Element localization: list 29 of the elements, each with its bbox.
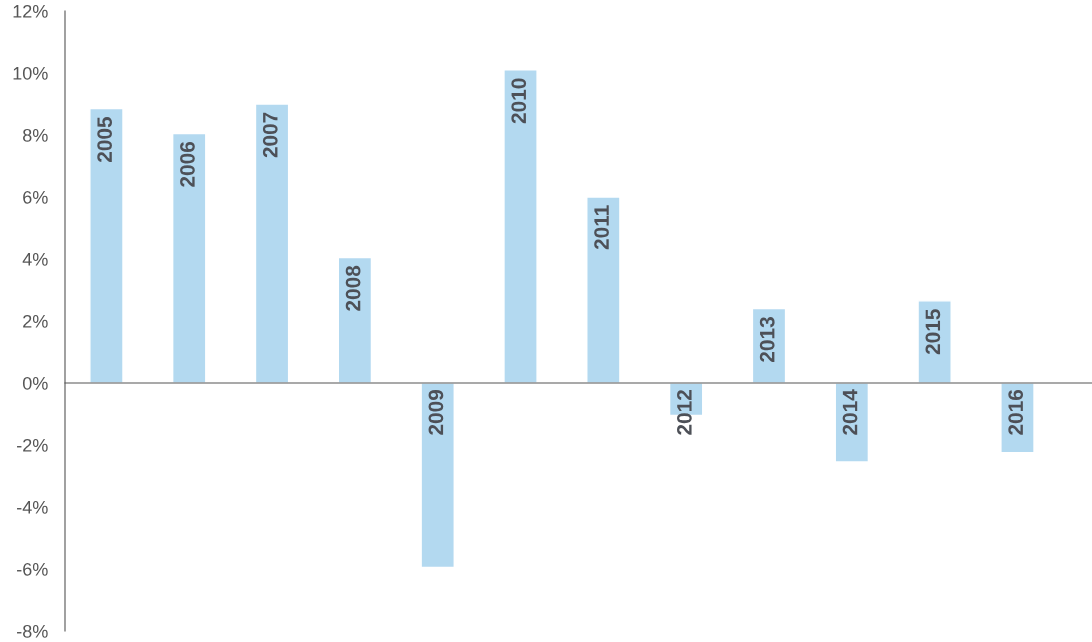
y-tick-label: 0%: [22, 376, 48, 390]
bar: [503, 69, 538, 384]
x-tick-label: 2012: [677, 390, 692, 435]
y-tick-label: 12%: [13, 4, 48, 18]
y-tick-label: -8%: [17, 624, 48, 638]
x-tick-label: 2016: [1008, 389, 1024, 435]
x-tick-label: 2013: [759, 317, 775, 362]
y-tick-label: 10%: [13, 66, 48, 80]
x-tick-label: 2005: [97, 116, 112, 163]
y-tick-label: 8%: [23, 128, 48, 142]
y-tick-label: -4%: [17, 501, 48, 514]
x-tick-label: 2010: [511, 78, 527, 124]
bar: [586, 196, 621, 384]
y-tick-label: 4%: [22, 253, 48, 266]
x-tick-label: 2009: [428, 389, 444, 435]
x-tick-label: 2008: [345, 265, 361, 311]
bar: [89, 107, 124, 384]
bar: [254, 103, 290, 384]
x-tick-label: 2015: [925, 309, 941, 355]
x-tick-label: 2011: [594, 205, 609, 250]
y-tick-label: 2%: [23, 314, 48, 328]
x-tick-label: 2006: [180, 141, 195, 187]
y-tick-label: -2%: [17, 438, 48, 452]
bar: [420, 382, 455, 569]
y-tick-label: -6%: [17, 562, 48, 576]
x-tick-label: 2014: [842, 389, 858, 435]
y-tick-label: 6%: [23, 190, 48, 204]
x-tick-label: 2007: [262, 112, 278, 158]
bar: [171, 132, 207, 384]
